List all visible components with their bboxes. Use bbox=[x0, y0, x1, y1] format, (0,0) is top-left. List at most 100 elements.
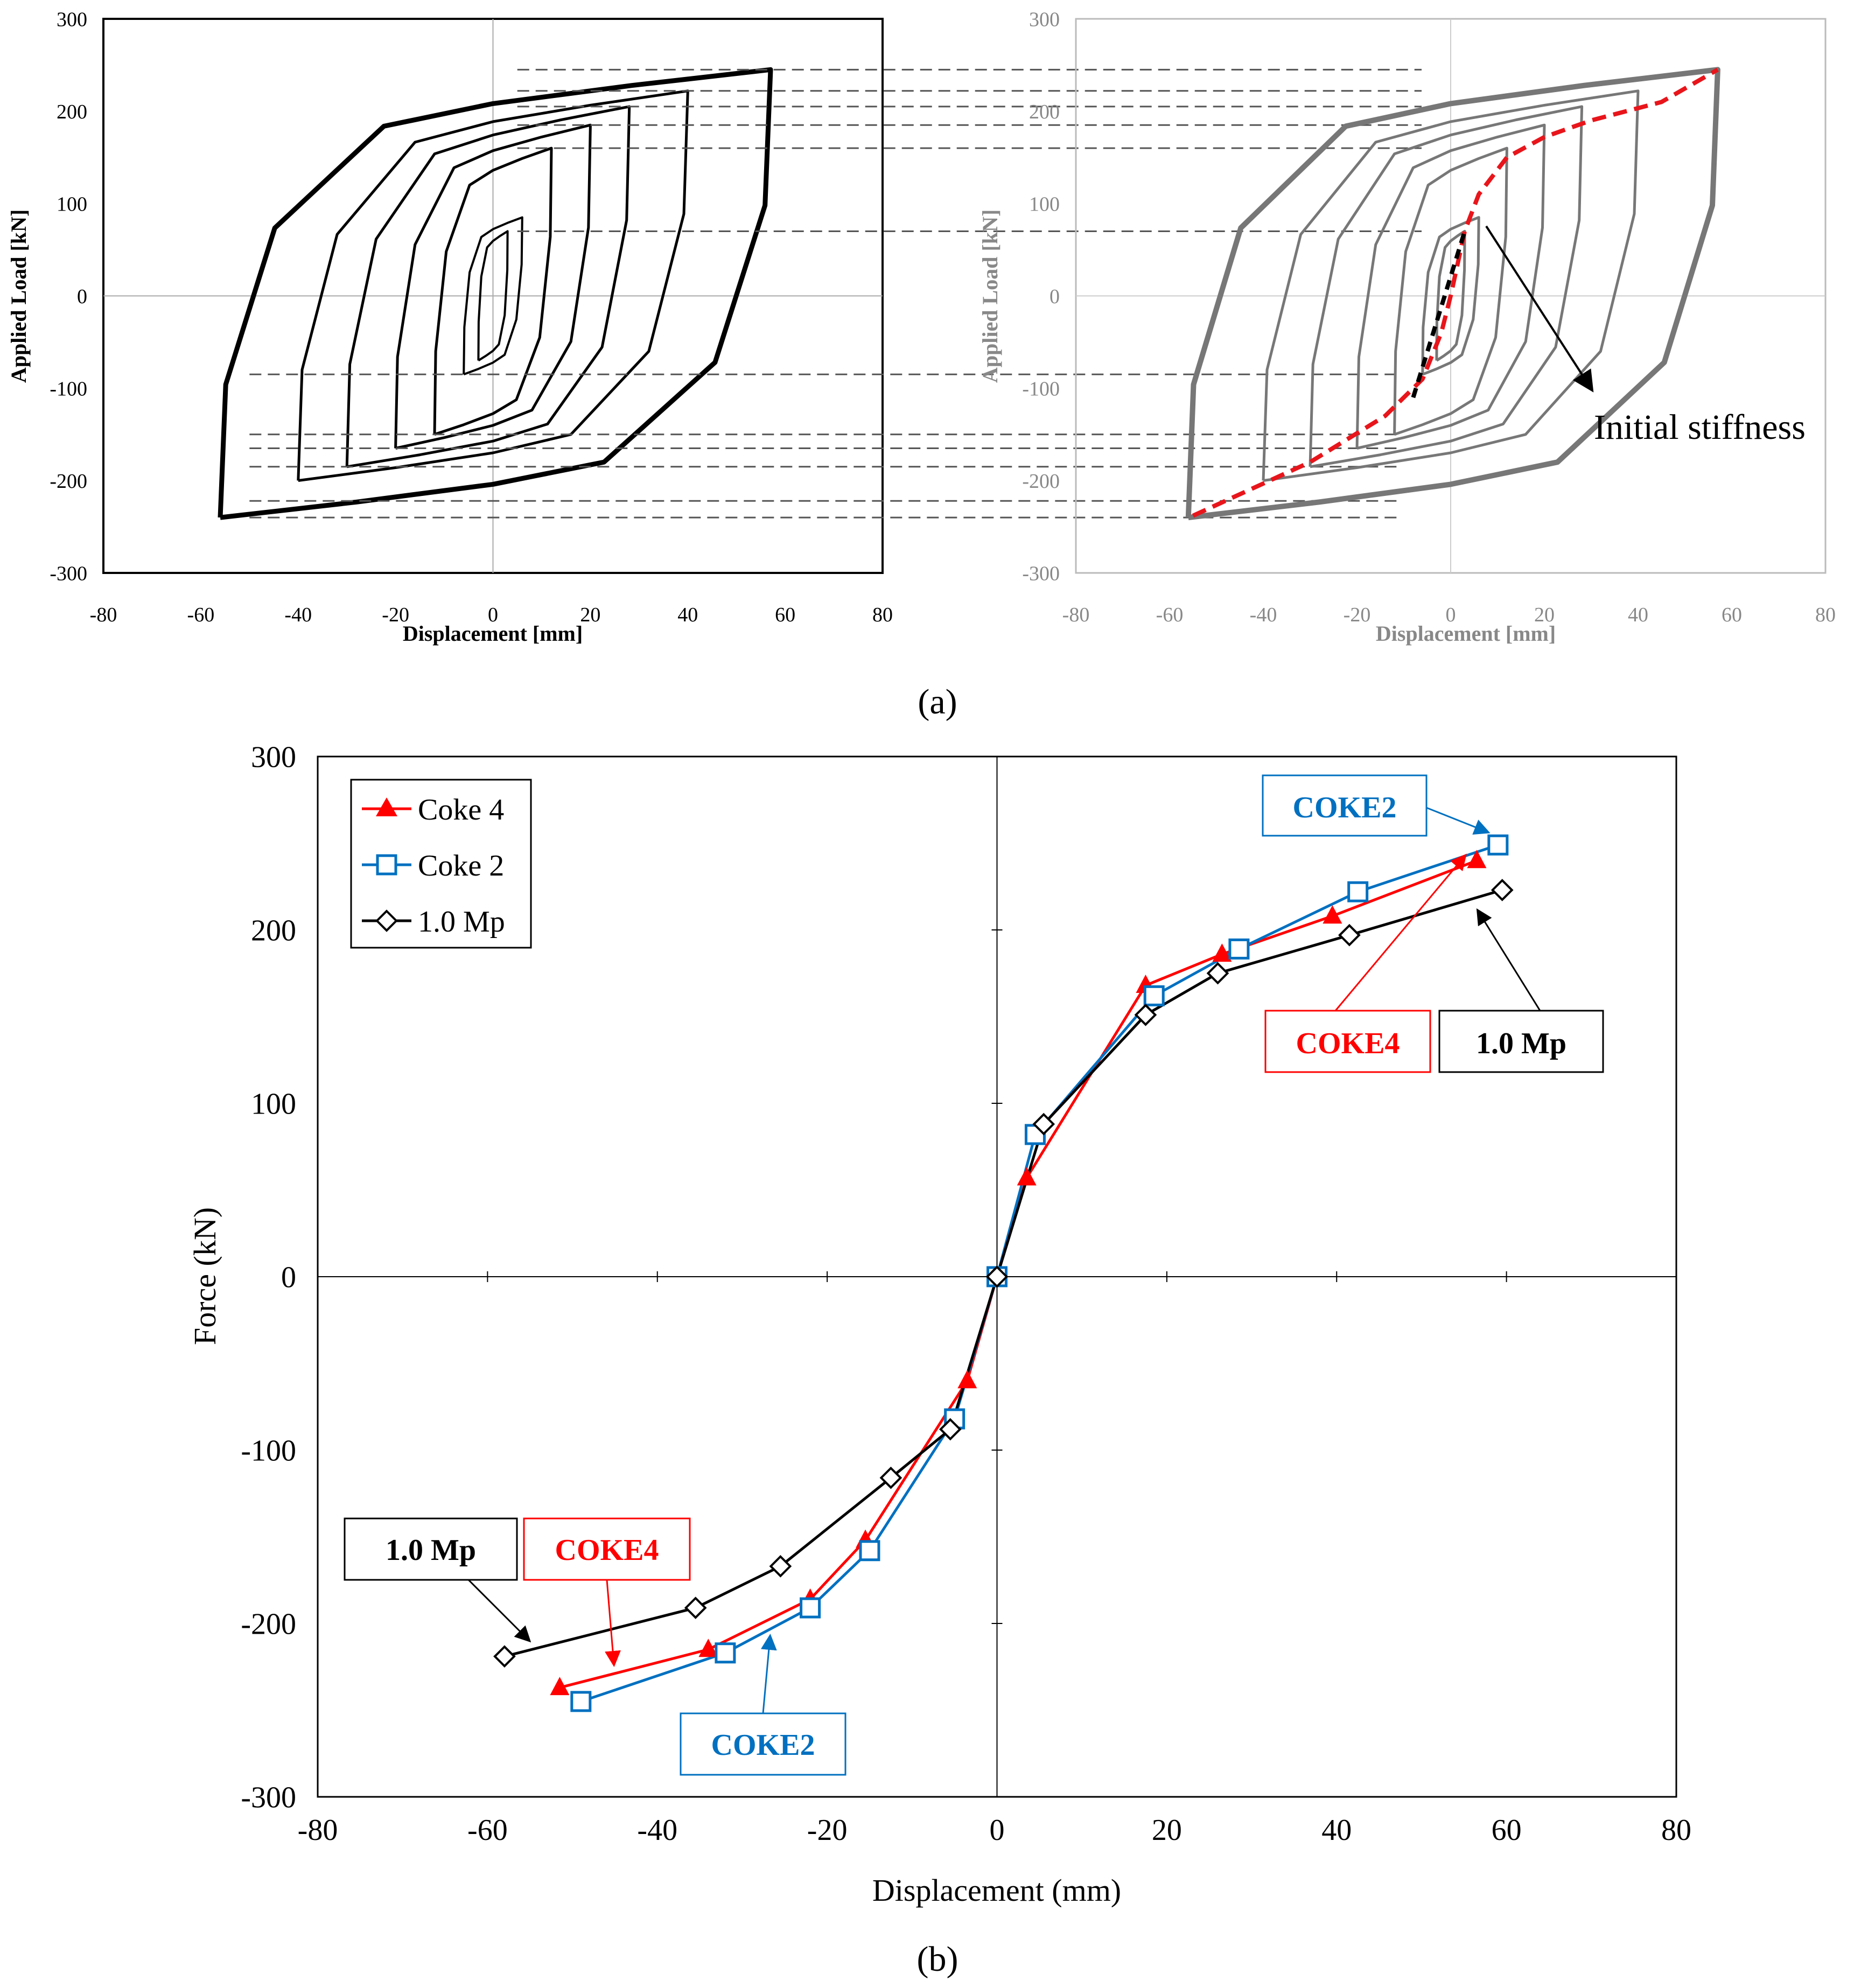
hysteresis-loop bbox=[1185, 67, 1720, 521]
data-point-diamond bbox=[939, 1418, 962, 1441]
tick-labels-b: -80 -60 -40 -20 0 20 40 60 80-300-200-1000100200… bbox=[241, 741, 1691, 1847]
x-tick-label: -60 bbox=[187, 604, 215, 626]
series-b bbox=[493, 834, 1514, 1712]
x-tick-label: 0 bbox=[990, 1814, 1005, 1847]
data-point-square bbox=[570, 1691, 592, 1712]
data-point-triangle bbox=[550, 1677, 570, 1696]
hysteresis-loop bbox=[1393, 146, 1508, 436]
x-tick-label: 80 bbox=[1661, 1814, 1691, 1847]
caption-b: (b) bbox=[917, 1940, 959, 1979]
hysteresis-loop bbox=[394, 123, 592, 450]
annotation-text: COKE2 bbox=[1293, 791, 1397, 824]
y-tick-label: 100 bbox=[251, 1088, 296, 1121]
annotation-coke2-top: COKE2 bbox=[1262, 774, 1491, 837]
legend-label-coke2: Coke 2 bbox=[418, 849, 504, 883]
y-tick-label: -100 bbox=[50, 377, 87, 400]
ylabel-a-right: Applied Load [kN] bbox=[978, 209, 1002, 383]
annotation-coke4-top: COKE4 bbox=[1264, 853, 1467, 1073]
series-line-1 bbox=[580, 843, 1499, 1703]
data-point-triangle bbox=[1467, 850, 1487, 869]
tick-labels-a-left: -80 -60 -40 -20 0 20 40 60 80-300-200-1000100200… bbox=[50, 8, 893, 626]
hysteresis-loop bbox=[218, 67, 773, 520]
y-tick-label: -200 bbox=[241, 1608, 296, 1641]
annotation-text: COKE4 bbox=[1296, 1027, 1400, 1060]
annotation-arrow bbox=[1334, 853, 1467, 1011]
data-point-diamond bbox=[493, 1645, 516, 1668]
x-tick-label: 60 bbox=[1722, 604, 1742, 626]
annotation-box bbox=[523, 1517, 691, 1581]
y-tick-label: -300 bbox=[1022, 562, 1060, 585]
y-tick-label: 0 bbox=[77, 285, 87, 308]
hysteresis-loops-a-left bbox=[218, 67, 773, 520]
annotation-box bbox=[1438, 1010, 1604, 1073]
data-point-square bbox=[800, 1597, 821, 1619]
annotation-coke4-bottom: COKE4 bbox=[523, 1517, 691, 1667]
annotation-box bbox=[1264, 1010, 1431, 1073]
x-tick-label: 60 bbox=[1492, 1814, 1522, 1847]
y-tick-label: -200 bbox=[50, 470, 87, 493]
data-point-square bbox=[1487, 834, 1509, 856]
data-point-diamond bbox=[879, 1466, 902, 1489]
annotation-mp-bottom: 1.0 Mp bbox=[344, 1517, 531, 1643]
x-tick-label: 20 bbox=[1152, 1814, 1182, 1847]
series-line-0 bbox=[559, 859, 1478, 1689]
data-point-triangle bbox=[1323, 905, 1342, 924]
data-point-diamond bbox=[985, 1265, 1009, 1288]
hysteresis-loop bbox=[1355, 123, 1546, 450]
data-point-triangle bbox=[957, 1370, 977, 1389]
y-tick-label: 200 bbox=[251, 914, 296, 948]
legend-marker-mp bbox=[375, 909, 398, 932]
y-tick-label: -100 bbox=[1022, 377, 1060, 400]
envelope-dashed-line bbox=[1192, 67, 1719, 518]
x-tick-label: 20 bbox=[1534, 604, 1555, 626]
x-tick-label: 0 bbox=[1446, 604, 1456, 626]
hysteresis-loop bbox=[1421, 216, 1480, 376]
x-tick-label: 60 bbox=[775, 604, 795, 626]
caption-a: (a) bbox=[918, 682, 957, 722]
x-tick-label: 0 bbox=[488, 604, 498, 626]
data-point-diamond bbox=[1491, 879, 1514, 901]
y-tick-label: 100 bbox=[57, 193, 87, 215]
legend: Coke 4 Coke 2 1.0 Mp bbox=[350, 779, 532, 949]
legend-marker-coke4 bbox=[376, 797, 397, 816]
initial-stiffness-line bbox=[1411, 230, 1467, 398]
y-tick-label: 0 bbox=[281, 1261, 296, 1294]
x-tick-label: -80 bbox=[1062, 604, 1090, 626]
chart-a-right: -80 -60 -40 -20 0 20 40 60 80-300-200-1000100200… bbox=[978, 8, 1836, 646]
data-point-diamond bbox=[684, 1597, 707, 1619]
x-tick-label: -80 bbox=[298, 1814, 338, 1847]
x-tick-label: -40 bbox=[284, 604, 312, 626]
x-tick-label: -20 bbox=[1344, 604, 1371, 626]
y-tick-label: 300 bbox=[251, 741, 296, 774]
hysteresis-loop bbox=[463, 216, 523, 376]
initial-stiffness-label: Initial stiffness bbox=[1594, 408, 1806, 447]
hysteresis-loop bbox=[1262, 89, 1640, 482]
annotation-arrow bbox=[760, 1634, 777, 1714]
hysteresis-loop bbox=[345, 105, 631, 468]
hysteresis-loops-a-right bbox=[1185, 67, 1720, 521]
annotation-coke2-bottom: COKE2 bbox=[680, 1634, 846, 1776]
hysteresis-loop bbox=[1309, 105, 1584, 468]
annotation-text: 1.0 Mp bbox=[1476, 1027, 1566, 1060]
x-tick-label: -40 bbox=[637, 1814, 677, 1847]
chart-a-left: -80 -60 -40 -20 0 20 40 60 80-300-200-1000100200… bbox=[6, 8, 1422, 646]
y-tick-label: -100 bbox=[241, 1434, 296, 1468]
y-tick-label: 0 bbox=[1050, 285, 1060, 308]
legend-label-mp: 1.0 Mp bbox=[418, 905, 505, 939]
x-tick-label: -60 bbox=[1156, 604, 1184, 626]
annotation-box bbox=[1262, 774, 1428, 837]
data-point-square bbox=[859, 1540, 880, 1562]
y-tick-label: 300 bbox=[1029, 8, 1060, 31]
data-point-square bbox=[1143, 985, 1165, 1006]
initial-stiffness-arrow bbox=[1485, 225, 1594, 393]
annotation-arrow bbox=[1426, 807, 1491, 835]
y-tick-label: -300 bbox=[50, 562, 87, 585]
data-point-triangle bbox=[698, 1639, 718, 1657]
x-tick-label: -60 bbox=[467, 1814, 508, 1847]
data-point-triangle bbox=[1212, 943, 1232, 962]
annotation-arrow bbox=[467, 1579, 531, 1643]
xlabel-a-left: Displacement [mm] bbox=[403, 621, 583, 646]
x-tick-label: 80 bbox=[1815, 604, 1836, 626]
annotation-arrow bbox=[605, 1579, 621, 1667]
